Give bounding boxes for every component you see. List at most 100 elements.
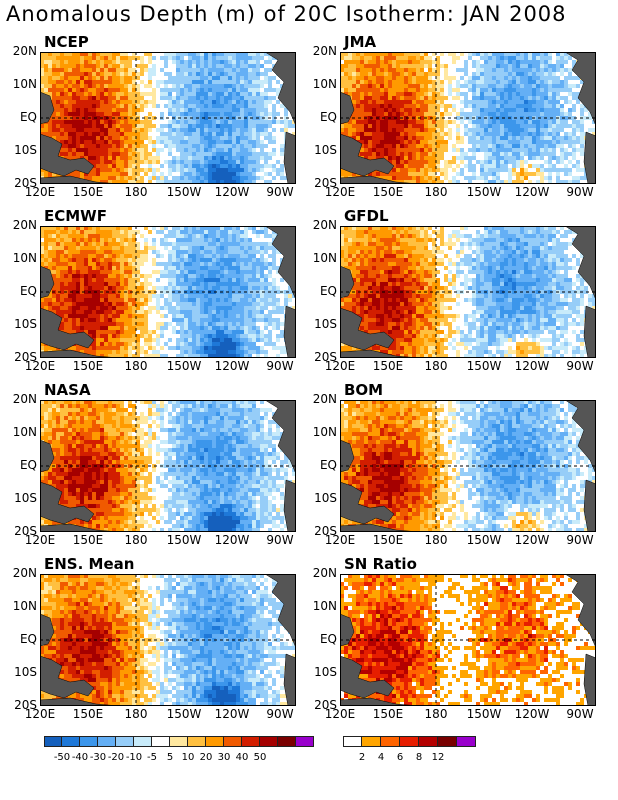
lon-tick-label: 90W [566,359,594,373]
lat-tick-label: 10S [314,665,337,679]
lon-tick-label: 120W [514,533,550,547]
colorbar-tick-label: 40 [235,752,249,763]
colorbar-swatch [116,736,134,747]
panel-title-sn: SN Ratio [344,555,417,573]
lon-tick-label: 150W [466,533,502,547]
panel-gfdl-map [340,226,596,358]
lon-tick-label: 150W [166,533,202,547]
lon-tick-label: 120E [24,707,56,721]
panel-title-ecmwf: ECMWF [44,207,107,225]
lon-tick-label: 180 [424,185,448,199]
lat-tick-label: 10N [312,425,337,439]
panel-frame [340,400,596,532]
lat-tick-label: 10N [12,251,37,265]
lon-tick-label: 150E [72,533,104,547]
lon-tick-label: 120W [514,185,550,199]
panel-ncep-map [40,52,296,184]
colorbar-swatch [224,736,242,747]
lon-tick-label: 150W [466,707,502,721]
lon-tick-label: 150W [466,359,502,373]
lat-tick-label: 20S [314,524,337,538]
panel-frame [340,226,596,358]
colorbar-tick-label: 10 [181,752,195,763]
lat-tick-label: EQ [19,632,37,646]
lon-tick-label: 90W [566,707,594,721]
lat-tick-label: 10S [14,491,37,505]
lat-tick-label: 20S [14,350,37,364]
lon-tick-label: 150E [372,707,404,721]
lat-tick-label: EQ [19,284,37,298]
colorbar-swatch [260,736,278,747]
panel-title-jma: JMA [344,33,377,51]
colorbar-swatch [44,736,62,747]
lat-tick-label: 20N [312,392,337,406]
lat-tick-label: EQ [319,284,337,298]
lon-tick-label: 120W [214,185,250,199]
colorbar-swatch [242,736,260,747]
colorbar-tick-label: 20 [199,752,213,763]
lon-tick-label: 120E [24,359,56,373]
lat-tick-label: 20S [14,524,37,538]
colorbar-tick-label: 2 [358,752,366,763]
lon-tick-label: 150E [72,707,104,721]
lon-tick-label: 90W [566,185,594,199]
colorbar-tick-label: 8 [415,752,423,763]
snr-colorbar [343,736,476,747]
colorbar-swatch [188,736,206,747]
lon-tick-label: 150W [166,707,202,721]
lon-tick-label: 120W [514,359,550,373]
lat-tick-label: 20N [312,44,337,58]
panel-bom-map [340,400,596,532]
lon-tick-label: 150E [372,533,404,547]
panel-frame [40,400,296,532]
panel-title-gfdl: GFDL [344,207,389,225]
lon-tick-label: 150E [72,185,104,199]
lon-tick-label: 150W [466,185,502,199]
colorbar-tick-label: 6 [396,752,404,763]
lat-tick-label: EQ [19,110,37,124]
colorbar-swatch [206,736,224,747]
lat-tick-label: 20S [14,176,37,190]
panel-jma-map [340,52,596,184]
lat-tick-label: 10N [312,599,337,613]
colorbar-tick-label: -10 [125,752,143,763]
panel-frame [40,574,296,706]
colorbar-tick-label: -30 [89,752,107,763]
lat-tick-label: 10N [12,425,37,439]
lat-tick-label: 10S [14,665,37,679]
lat-tick-label: 20N [12,392,37,406]
panel-title-ncep: NCEP [44,33,89,51]
lat-tick-label: 20S [314,698,337,712]
colorbar-swatch [343,736,362,747]
panel-ecmwf-map [40,226,296,358]
land-mask [340,226,596,358]
lat-tick-label: 10N [12,599,37,613]
lon-tick-label: 120W [214,359,250,373]
lat-tick-label: 10N [312,251,337,265]
colorbar-swatch [457,736,476,747]
colorbar-swatch [419,736,438,747]
land-mask [40,400,296,532]
colorbar-tick-label: 5 [166,752,174,763]
panel-frame [40,52,296,184]
lon-tick-label: 150E [372,359,404,373]
land-mask [340,52,596,184]
land-mask [40,52,296,184]
panel-frame [40,226,296,358]
colorbar-tick-label: -5 [147,752,157,763]
colorbar-tick-label: 12 [431,752,445,763]
lat-tick-label: 10S [314,317,337,331]
lon-tick-label: 180 [424,359,448,373]
lat-tick-label: 10S [14,317,37,331]
land-mask [340,574,596,706]
lat-tick-label: 20N [12,566,37,580]
colorbar-tick-label: -40 [71,752,89,763]
lon-tick-label: 90W [266,533,294,547]
lat-tick-label: 10N [312,77,337,91]
lon-tick-label: 180 [124,185,148,199]
lat-tick-label: EQ [319,458,337,472]
colorbar-swatch [438,736,457,747]
colorbar-swatch [134,736,152,747]
colorbar-tick-label: 4 [377,752,385,763]
lon-tick-label: 150W [166,185,202,199]
